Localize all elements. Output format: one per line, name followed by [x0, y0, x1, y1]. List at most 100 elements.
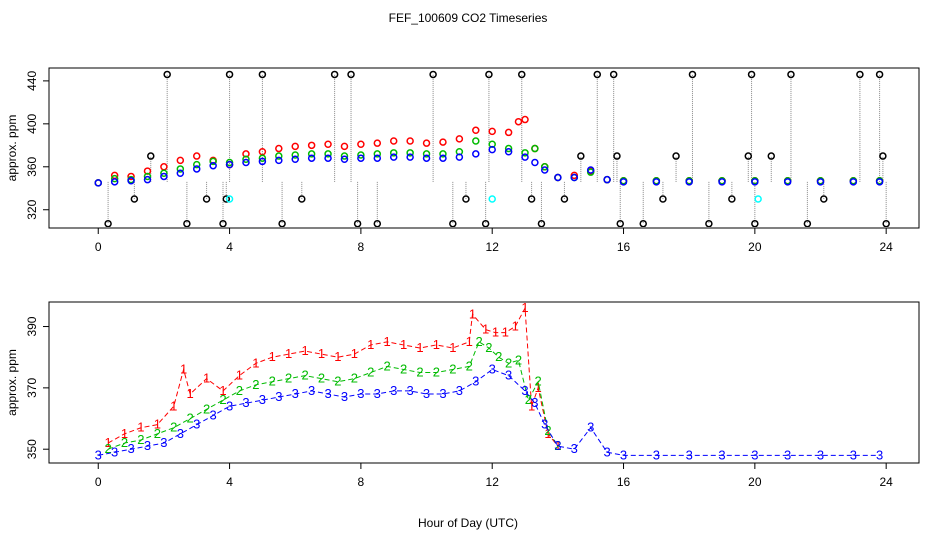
bottom-point-level1: 1 [416, 340, 423, 355]
bottom-point-level1: 1 [351, 346, 358, 361]
bottom-point-level3: 3 [407, 383, 414, 398]
top-point-level1 [521, 115, 529, 124]
top-point-level3 [340, 155, 349, 164]
top-point-level2 [406, 149, 414, 157]
bottom-point-level3: 3 [817, 447, 824, 462]
top-point-flagged [754, 195, 762, 203]
bottom-point-level3: 3 [292, 386, 299, 401]
top-y-tick-label: 440 [25, 71, 39, 91]
bottom-point-level3: 3 [456, 383, 463, 398]
bottom-point-level2: 2 [400, 361, 407, 376]
top-point-level3 [209, 161, 217, 170]
bottom-point-level1: 1 [301, 343, 308, 358]
top-point-level1 [455, 135, 464, 143]
bottom-point-level3: 3 [111, 444, 118, 459]
bottom-point-level1: 1 [449, 340, 456, 355]
bottom-point-level3: 3 [324, 386, 331, 401]
top-point-raw-spikes [728, 195, 736, 203]
top-point-level1 [504, 128, 513, 137]
bottom-point-level1: 1 [544, 426, 551, 441]
top-point-raw-spikes [278, 219, 286, 227]
top-point-level1 [472, 126, 480, 135]
bottom-point-level2: 2 [170, 420, 177, 435]
top-point-level1 [176, 156, 185, 165]
bottom-point-level3: 3 [489, 361, 496, 376]
bottom-point-level2: 2 [351, 371, 358, 386]
bottom-plot-frame [48, 301, 920, 464]
top-point-raw-spikes [560, 195, 569, 203]
top-point-level3 [275, 156, 283, 165]
bottom-y-tick-label: 370 [25, 378, 39, 398]
bottom-point-level3: 3 [505, 368, 512, 383]
bottom-point-level3: 3 [571, 441, 578, 456]
top-point-level1 [291, 142, 299, 151]
top-point-raw-spikes [527, 195, 536, 203]
top-point-level1 [127, 172, 135, 181]
bottom-point-level1: 1 [482, 322, 489, 337]
top-plot-frame [48, 67, 920, 229]
top-point-level1 [357, 140, 365, 148]
bottom-point-level1: 1 [269, 349, 276, 364]
top-x-tick-label: 4 [226, 240, 233, 254]
top-point-level2 [291, 151, 299, 159]
top-point-level1 [340, 142, 349, 151]
bottom-point-level1: 1 [512, 319, 519, 334]
top-panel: 0 4 8 12 16 20 24 320 360 400 440 approx. ppm [5, 67, 920, 254]
bottom-point-level1: 1 [554, 438, 561, 453]
top-point-flagged [225, 195, 234, 203]
top-point-level3 [455, 153, 464, 161]
bottom-point-level2: 2 [121, 435, 128, 450]
top-y-tick-label: 320 [25, 199, 39, 219]
top-point-level3 [406, 153, 414, 161]
bottom-point-level3: 3 [308, 383, 315, 398]
bottom-line-level3 [98, 368, 880, 456]
top-point-level3 [422, 154, 431, 162]
bottom-point-level3: 3 [751, 447, 758, 462]
top-point-raw-spikes [219, 219, 227, 227]
bottom-point-level3: 3 [193, 417, 200, 432]
bottom-point-level3: 3 [177, 426, 184, 441]
bottom-point-level3: 3 [472, 374, 479, 389]
bottom-point-level2: 2 [475, 334, 482, 349]
bottom-point-level2: 2 [466, 358, 473, 373]
top-point-level2 [540, 163, 549, 171]
top-point-raw-spikes [537, 219, 546, 227]
top-x-tick-label: 12 [486, 240, 500, 254]
bottom-point-level3: 3 [374, 386, 381, 401]
top-point-level3 [94, 179, 102, 187]
top-point-flagged [488, 195, 496, 203]
top-point-level3 [570, 173, 579, 182]
top-point-level2 [110, 174, 119, 183]
bottom-point-level1: 1 [466, 334, 473, 349]
top-point-level2 [242, 155, 250, 164]
bottom-x-tick-label: 20 [748, 475, 762, 489]
top-point-level3 [258, 157, 267, 166]
bottom-point-level2: 2 [433, 365, 440, 380]
bottom-point-level1: 1 [400, 337, 407, 352]
top-point-raw-spikes [856, 70, 864, 79]
top-point-level1 [160, 163, 168, 171]
top-point-level3 [603, 175, 611, 184]
bottom-point-level1: 1 [433, 337, 440, 352]
bottom-point-level2: 2 [554, 438, 561, 453]
bottom-point-level2: 2 [269, 374, 276, 389]
bottom-point-level3: 3 [850, 447, 857, 462]
bottom-point-level2: 2 [137, 432, 144, 447]
bottom-point-level2: 2 [505, 355, 512, 370]
top-point-level3 [652, 178, 661, 186]
top-point-level3 [472, 150, 480, 158]
top-point-raw-spikes [616, 219, 624, 227]
bottom-point-level1: 1 [121, 426, 128, 441]
bottom-point-level1: 1 [203, 371, 210, 386]
bottom-point-level3: 3 [521, 383, 528, 398]
top-point-level2 [422, 150, 431, 158]
bottom-point-level3: 3 [275, 389, 282, 404]
top-point-raw-spikes [347, 70, 355, 79]
top-point-raw-spikes [593, 70, 602, 79]
top-point-raw-spikes [222, 195, 231, 203]
top-point-level3 [875, 178, 884, 186]
top-point-raw-spikes [481, 219, 490, 227]
top-x-tick-label: 20 [748, 240, 762, 254]
bottom-point-level3: 3 [620, 447, 627, 462]
